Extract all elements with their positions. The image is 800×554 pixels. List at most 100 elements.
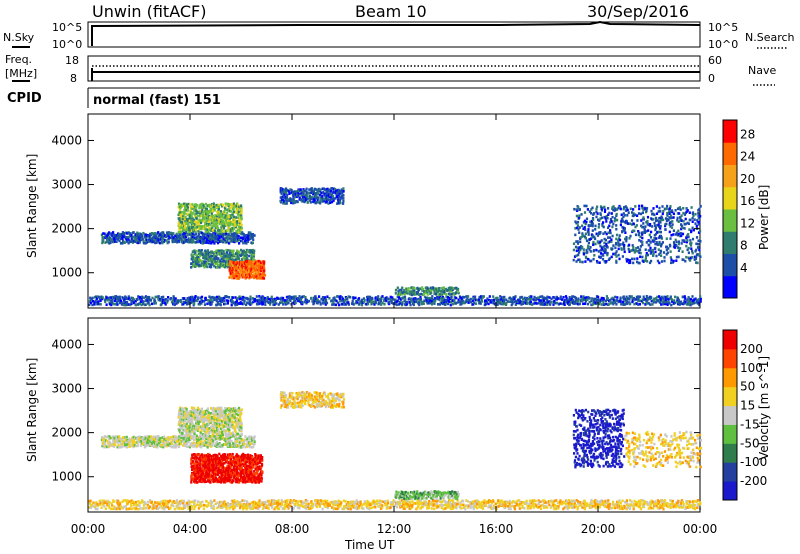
scatter-cell	[359, 502, 362, 506]
scatter-cell	[235, 277, 238, 280]
scatter-cell	[235, 504, 239, 508]
scatter-cell	[437, 303, 440, 306]
scatter-cell	[291, 501, 294, 504]
scatter-cell	[614, 295, 617, 299]
scatter-cell	[115, 300, 118, 304]
scatter-cell	[259, 296, 262, 299]
scatter-cell	[619, 296, 622, 300]
scatter-cell	[89, 296, 92, 300]
scatter-cell	[578, 231, 581, 234]
scatter-cell	[96, 502, 99, 506]
scatter-cell	[126, 499, 129, 502]
scatter-cell	[247, 263, 250, 266]
scatter-cell	[477, 298, 481, 301]
scatter-cell	[231, 220, 234, 223]
scatter-cell	[463, 301, 466, 304]
scatter-cell	[570, 301, 573, 304]
scatter-cell	[668, 302, 671, 305]
scatter-cell	[284, 505, 287, 509]
scatter-cell	[224, 233, 227, 237]
scatter-cell	[650, 296, 653, 299]
scatter-cell	[546, 298, 549, 302]
scatter-cell	[220, 228, 223, 232]
scatter-cell	[294, 504, 297, 507]
scatter-cell	[668, 207, 671, 210]
scatter-cell	[216, 227, 220, 230]
scatter-cell	[222, 232, 225, 235]
scatter-cell	[253, 503, 256, 507]
scatter-cell	[145, 298, 148, 302]
scatter-cell	[211, 216, 214, 219]
scatter-cell	[697, 211, 700, 215]
scatter-cell	[234, 261, 237, 265]
scatter-cell	[510, 303, 513, 307]
scatter-cell	[235, 229, 238, 233]
scatter-cell	[617, 241, 620, 245]
scatter-cell	[282, 303, 285, 306]
scatter-cell	[332, 187, 336, 191]
scatter-cell	[228, 276, 231, 279]
scatter-cell	[693, 258, 696, 261]
scatter-cell	[209, 233, 212, 236]
scatter-cell	[91, 303, 94, 307]
scatter-cell	[239, 266, 242, 269]
scatter-cell	[360, 506, 363, 510]
scatter-cell	[172, 232, 175, 235]
scatter-cell	[656, 224, 659, 227]
scatter-cell	[237, 302, 240, 305]
scatter-cell	[174, 240, 177, 243]
scatter-cell	[530, 295, 533, 298]
scatter-cell	[154, 301, 157, 305]
scatter-cell	[459, 296, 462, 299]
scatter-cell	[440, 296, 443, 300]
scatter-cell	[153, 302, 156, 305]
scatter-cell	[240, 248, 243, 252]
scatter-cell	[638, 302, 641, 306]
scatter-cell	[173, 507, 176, 511]
scatter-cell	[219, 500, 222, 504]
scatter-cell	[190, 222, 193, 226]
scatter-cell	[262, 502, 265, 506]
scatter-cell	[255, 264, 258, 267]
scatter-cell	[166, 301, 169, 304]
scatter-cell	[582, 252, 585, 256]
scatter-cell	[391, 503, 394, 507]
scatter-cell	[683, 223, 686, 226]
scatter-cell	[621, 255, 624, 258]
scatter-cell	[208, 251, 211, 255]
scatter-cell	[181, 217, 184, 221]
scatter-cell	[182, 499, 186, 503]
scatter-cell	[104, 300, 107, 304]
scatter-cell	[197, 235, 200, 238]
scatter-cell	[163, 507, 166, 511]
scatter-cell	[414, 297, 417, 300]
scatter-cell	[379, 503, 382, 506]
scatter-cell	[273, 303, 276, 306]
scatter-cell	[398, 288, 401, 292]
scatter-cell	[213, 205, 216, 208]
scatter-cell	[661, 297, 664, 300]
scatter-cell	[305, 298, 308, 302]
scatter-cell	[299, 298, 303, 302]
scatter-cell	[587, 228, 590, 231]
scatter-cell	[229, 240, 232, 243]
scatter-cell	[576, 224, 579, 227]
scatter-cell	[203, 223, 207, 227]
scatter-cell	[620, 248, 623, 251]
scatter-cell	[127, 500, 130, 504]
scatter-cell	[699, 297, 702, 301]
scatter-cell	[304, 502, 307, 506]
scatter-cell	[178, 223, 181, 227]
scatter-cell	[93, 502, 96, 505]
scatter-cell	[135, 507, 138, 510]
scatter-cell	[162, 237, 165, 240]
scatter-cell	[189, 298, 192, 301]
scatter-cell	[200, 231, 204, 235]
scatter-cell	[305, 192, 308, 195]
scatter-cell	[602, 221, 605, 224]
scatter-cell	[366, 503, 369, 506]
scatter-cell	[207, 235, 210, 238]
scatter-cell	[88, 502, 92, 505]
scatter-cell	[192, 250, 195, 253]
scatter-cell	[246, 296, 249, 300]
